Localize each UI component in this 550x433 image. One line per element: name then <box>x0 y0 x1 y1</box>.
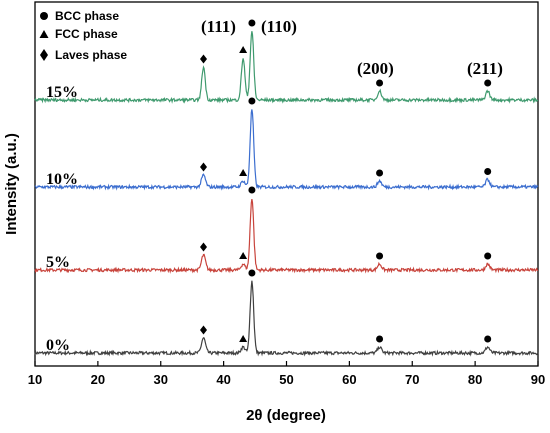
fcc-marker-icon <box>239 335 248 342</box>
series-label: 15% <box>46 84 78 101</box>
legend-label-fcc: FCC phase <box>55 27 118 41</box>
series-label: 10% <box>46 171 78 188</box>
x-tick-label: 10 <box>28 372 42 387</box>
series-line <box>34 199 538 274</box>
legend-circle-icon <box>40 12 48 20</box>
series-label: 5% <box>46 254 70 271</box>
bcc-marker-icon <box>484 168 492 175</box>
fcc-marker-icon <box>239 252 248 259</box>
x-tick-label: 30 <box>154 372 168 387</box>
x-tick-label: 90 <box>531 372 545 387</box>
x-axis-ticks: 10 20 30 40 50 60 70 80 90 <box>28 361 545 387</box>
fcc-marker-icon <box>239 46 248 53</box>
laves-marker-icon <box>200 162 208 172</box>
bcc-marker-icon <box>248 19 256 27</box>
annotation-110: (110) <box>261 17 297 36</box>
series-label-layer: 0% 5% 10% 15% <box>46 84 78 354</box>
annotation-211: (211) <box>467 59 503 78</box>
bcc-marker-icon <box>248 269 256 277</box>
x-tick-label: 20 <box>91 372 105 387</box>
x-tick-label: 80 <box>468 372 482 387</box>
x-tick-label: 40 <box>216 372 230 387</box>
x-axis-title: 2θ (degree) <box>246 407 326 424</box>
bcc-marker-icon <box>484 335 492 343</box>
series-line <box>34 109 539 191</box>
series-line <box>34 280 539 357</box>
annotation-200: (200) <box>357 59 394 78</box>
bcc-marker-icon <box>484 252 492 260</box>
laves-marker-icon <box>200 325 208 335</box>
bcc-marker-icon <box>484 79 492 87</box>
y-axis-title: Intensity (a.u.) <box>3 133 20 235</box>
fcc-marker-icon <box>239 169 248 176</box>
legend-diamond-icon <box>40 49 48 61</box>
series-layer <box>34 31 539 357</box>
x-tick-label: 70 <box>405 372 419 387</box>
series-label: 0% <box>46 337 70 354</box>
bcc-marker-icon <box>248 97 256 105</box>
legend-label-laves: Laves phase <box>55 48 127 62</box>
legend: BCC phase FCC phase Laves phase <box>39 9 127 62</box>
series-line <box>34 31 539 104</box>
x-tick-label: 60 <box>342 372 356 387</box>
legend-label-bcc: BCC phase <box>55 9 119 23</box>
laves-marker-icon <box>200 242 208 252</box>
legend-triangle-icon <box>39 30 49 38</box>
laves-marker-icon <box>200 54 208 64</box>
bcc-marker-icon <box>376 335 384 343</box>
x-tick-label: 50 <box>279 372 293 387</box>
bcc-marker-icon <box>376 252 384 260</box>
annotation-111: (111) <box>201 17 236 36</box>
bcc-marker-icon <box>376 79 384 87</box>
bcc-marker-icon <box>376 169 384 177</box>
marker-layer <box>200 19 492 343</box>
bcc-marker-icon <box>248 186 256 194</box>
